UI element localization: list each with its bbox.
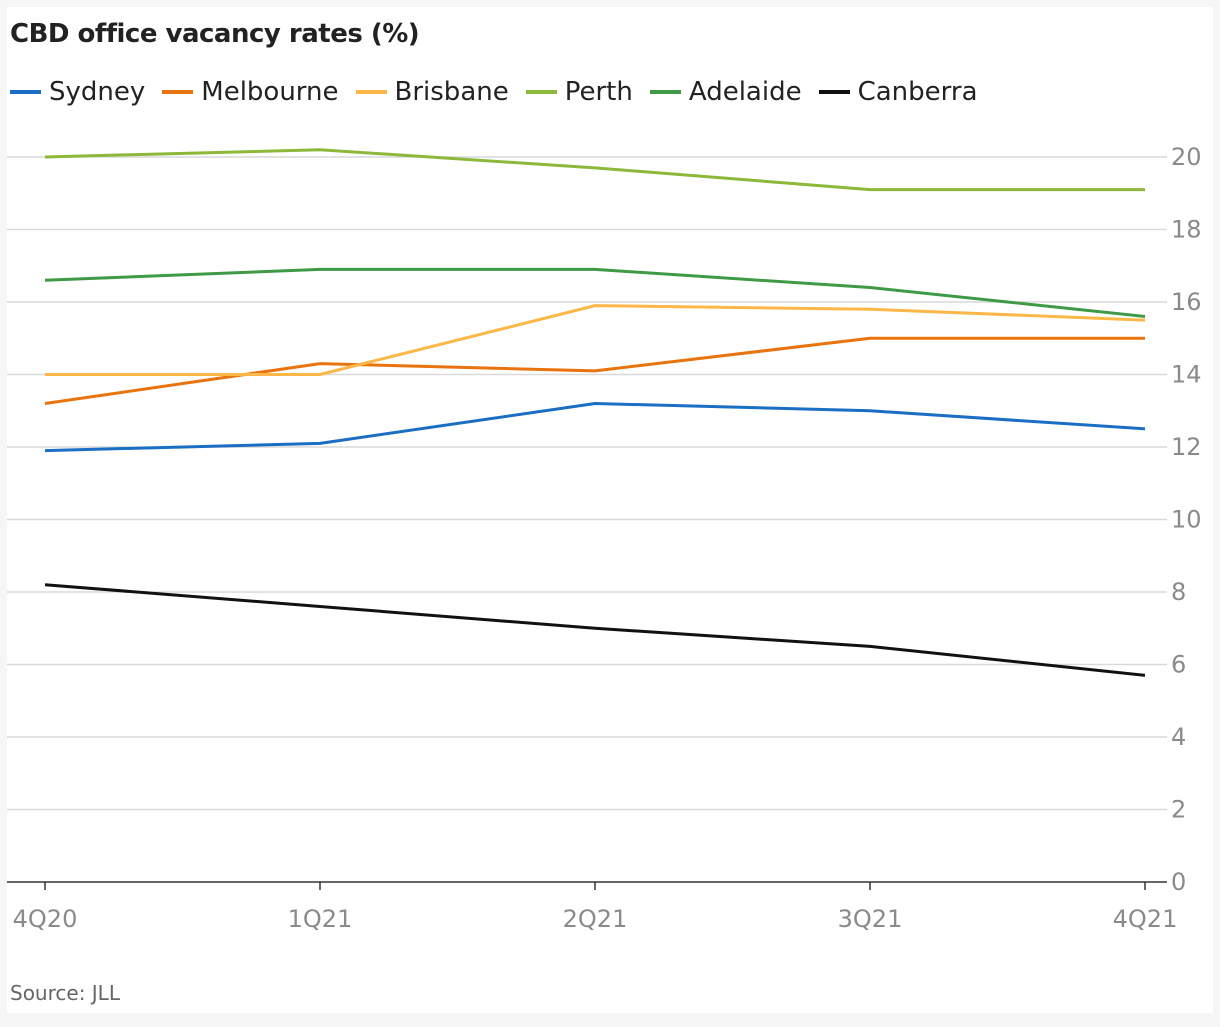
legend-swatch-adelaide <box>649 90 681 94</box>
y-tick-label-6: 6 <box>1171 651 1186 679</box>
legend-swatch-brisbane <box>355 90 387 94</box>
series-line-canberra <box>44 583 1146 677</box>
legend-swatch-canberra <box>818 90 850 94</box>
y-tick-label-4: 4 <box>1171 723 1186 751</box>
series-line-perth <box>44 148 1145 192</box>
chart-title: CBD office vacancy rates (%) <box>10 19 420 49</box>
legend-item-melbourne: Melbourne <box>162 77 339 107</box>
series-line-brisbane <box>45 304 1146 376</box>
legend-item-canberra: Canberra <box>818 77 978 107</box>
legend-label-brisbane: Brisbane <box>394 77 509 107</box>
x-tick-label-2Q21: 2Q21 <box>563 905 628 933</box>
legend-item-sydney: Sydney <box>10 77 145 107</box>
y-tick-label-10: 10 <box>1171 506 1202 534</box>
y-tick-label-2: 2 <box>1171 796 1186 824</box>
legend-item-brisbane: Brisbane <box>355 77 509 107</box>
line-chart-plot: 0 2 4 6 8 10 12 14 16 18 20 4Q20 1Q21 2Q21 3Q21 4Q21 <box>7 143 1202 933</box>
legend-label-canberra: Canberra <box>857 77 978 107</box>
series-line-adelaide <box>44 267 1146 318</box>
legend-label-sydney: Sydney <box>49 77 146 107</box>
legend-label-melbourne: Melbourne <box>201 77 339 107</box>
series-line-sydney <box>44 402 1146 453</box>
legend: Sydney Melbourne Brisbane Perth Adelaide Canb… <box>10 77 995 107</box>
y-tick-label-12: 12 <box>1171 433 1202 461</box>
x-tick-label-4Q20: 4Q20 <box>13 905 78 933</box>
x-tick-label-1Q21: 1Q21 <box>288 905 353 933</box>
legend-swatch-sydney <box>10 90 41 94</box>
chart-container: CBD office vacancy rates (%) Sydney Melbo… <box>7 7 1213 1013</box>
y-tick-label-16: 16 <box>1171 288 1202 316</box>
legend-swatch-melbourne <box>162 90 194 94</box>
y-tick-label-20: 20 <box>1171 143 1202 171</box>
source-note: Source: JLL <box>10 981 120 1005</box>
y-tick-label-18: 18 <box>1171 216 1202 244</box>
y-tick-label-8: 8 <box>1171 578 1186 606</box>
series-line-melbourne <box>44 336 1145 405</box>
legend-item-perth: Perth <box>525 77 633 107</box>
legend-label-adelaide: Adelaide <box>688 77 802 107</box>
legend-item-adelaide: Adelaide <box>649 77 802 107</box>
legend-swatch-perth <box>525 90 557 94</box>
x-tick-label-4Q21: 4Q21 <box>1113 905 1178 933</box>
y-tick-label-0: 0 <box>1171 868 1186 896</box>
y-tick-label-14: 14 <box>1171 361 1202 389</box>
legend-label-perth: Perth <box>564 77 633 107</box>
x-tick-label-3Q21: 3Q21 <box>838 905 903 933</box>
